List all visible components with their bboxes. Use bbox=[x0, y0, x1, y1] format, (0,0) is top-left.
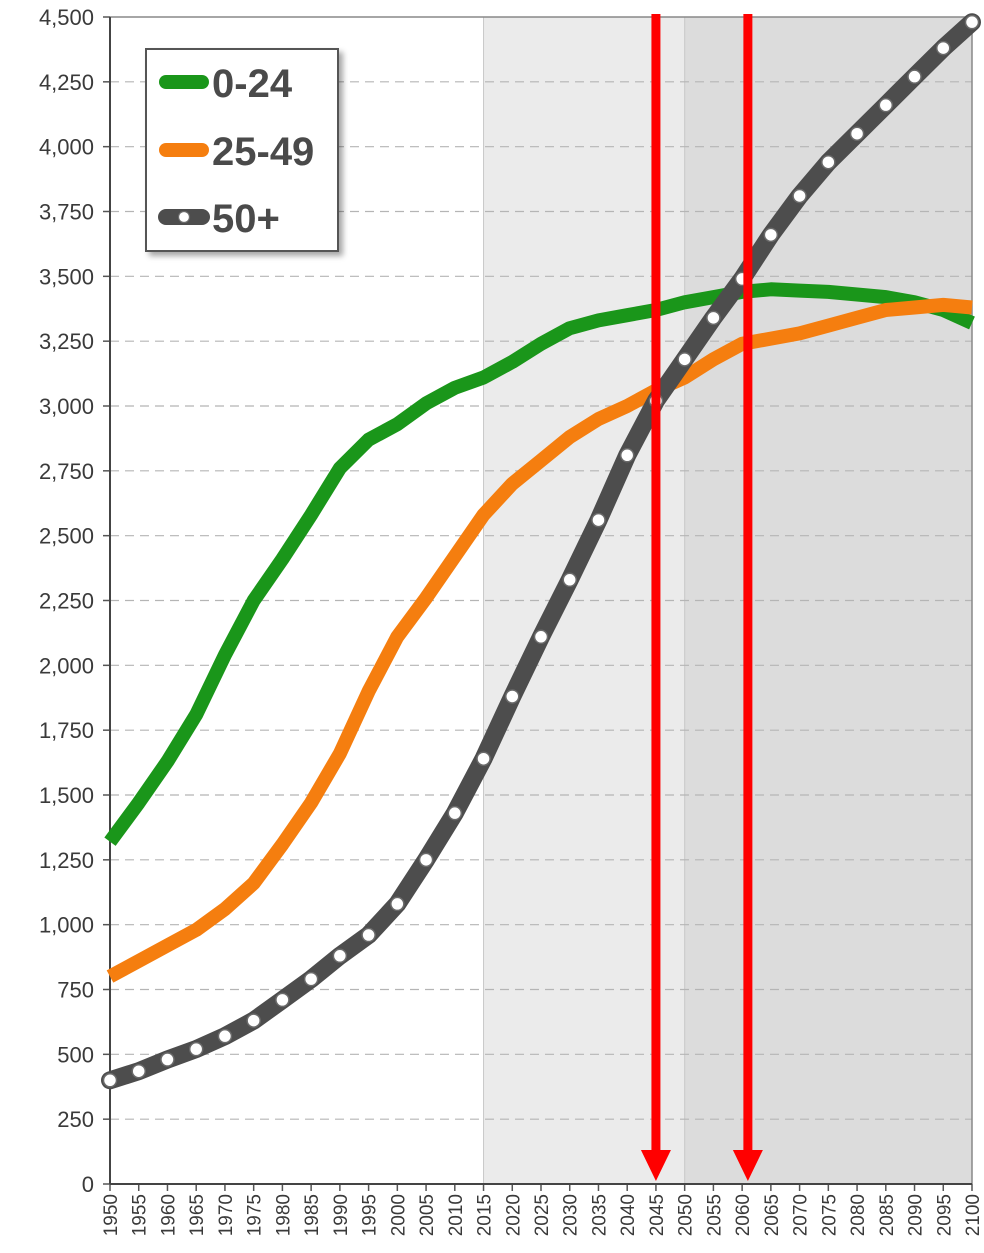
data-point-50-plus bbox=[849, 126, 865, 141]
y-tick-label: 3,500 bbox=[39, 264, 94, 289]
x-tick-label: 2020 bbox=[503, 1194, 524, 1236]
legend-label-0: 0-24 bbox=[212, 62, 293, 106]
data-point-50-plus bbox=[332, 948, 348, 964]
x-tick-label: 1995 bbox=[360, 1194, 381, 1236]
data-point-50-plus bbox=[505, 689, 520, 704]
x-tick-label: 2055 bbox=[704, 1194, 725, 1236]
y-tick-label: 3,250 bbox=[39, 329, 94, 354]
x-tick-label: 2085 bbox=[877, 1194, 898, 1236]
x-tick-label: 2100 bbox=[963, 1194, 984, 1236]
x-tick-label: 2075 bbox=[819, 1194, 840, 1236]
y-tick-label: 1,000 bbox=[39, 913, 94, 938]
y-tick-label: 0 bbox=[82, 1172, 94, 1197]
legend-label-2: 50+ bbox=[212, 197, 280, 241]
red-arrow-head-1 bbox=[732, 1150, 763, 1181]
data-point-50-plus bbox=[476, 751, 491, 766]
data-point-50-plus bbox=[160, 1052, 175, 1067]
x-tick-label: 2065 bbox=[762, 1194, 783, 1236]
series-line-25-49 bbox=[106, 297, 973, 983]
x-tick-label: 2000 bbox=[388, 1194, 409, 1236]
x-tick-label: 2045 bbox=[647, 1194, 668, 1236]
data-point-50-plus bbox=[591, 512, 606, 528]
x-tick-label: 2090 bbox=[906, 1194, 927, 1236]
x-tick-label: 1950 bbox=[101, 1194, 122, 1236]
legend-label-1: 25-49 bbox=[212, 130, 314, 174]
x-tick-label: 2035 bbox=[589, 1194, 610, 1236]
data-point-50-plus bbox=[303, 971, 319, 987]
data-point-50-plus bbox=[821, 154, 836, 170]
x-tick-label: 2010 bbox=[446, 1194, 467, 1236]
x-tick-label: 1955 bbox=[130, 1194, 151, 1236]
x-tick-label: 1965 bbox=[187, 1194, 208, 1236]
series-0-24 bbox=[104, 282, 975, 846]
x-tick-label: 2005 bbox=[417, 1194, 438, 1236]
series-lines bbox=[101, 13, 981, 1090]
x-tick-label: 2060 bbox=[733, 1194, 754, 1236]
data-point-50-plus bbox=[390, 896, 405, 912]
data-point-50-plus bbox=[763, 227, 779, 243]
data-point-50-plus bbox=[677, 352, 692, 367]
data-point-50-plus bbox=[792, 188, 807, 204]
y-tick-label: 500 bbox=[57, 1042, 94, 1067]
data-point-50-plus bbox=[217, 1028, 233, 1044]
y-tick-label: 4,250 bbox=[39, 70, 94, 95]
data-point-50-plus bbox=[246, 1013, 261, 1028]
x-tick-label: 1975 bbox=[245, 1194, 266, 1236]
x-tick-label: 2070 bbox=[791, 1194, 812, 1236]
data-point-50-plus bbox=[964, 14, 980, 30]
data-point-50-plus bbox=[447, 805, 463, 821]
series-50+ bbox=[101, 13, 981, 1090]
y-tick-label: 2,250 bbox=[39, 589, 94, 614]
data-point-50-plus bbox=[131, 1063, 146, 1079]
data-point-50-plus bbox=[361, 927, 376, 943]
x-tick-label: 1960 bbox=[158, 1194, 179, 1236]
x-tick-label: 1990 bbox=[331, 1194, 352, 1236]
axes: 0 250 500 750 1,000 1,250 1,500 1,750 2,000 2,250… bbox=[39, 5, 984, 1236]
x-tick-label: 2030 bbox=[561, 1194, 582, 1236]
x-tick-label: 1970 bbox=[216, 1194, 237, 1236]
y-tick-label: 1,250 bbox=[39, 848, 94, 873]
data-point-50-plus bbox=[706, 310, 721, 326]
y-tick-label: 250 bbox=[57, 1107, 94, 1132]
data-point-50-plus bbox=[102, 1073, 118, 1088]
vertical-markers bbox=[640, 14, 763, 1181]
x-tick-label: 1980 bbox=[273, 1194, 294, 1236]
y-tick-label: 750 bbox=[57, 978, 94, 1003]
x-tick-label: 2040 bbox=[618, 1194, 639, 1236]
x-tick-label: 2080 bbox=[848, 1194, 869, 1236]
x-tick-label: 2015 bbox=[475, 1194, 496, 1236]
red-arrow-head-0 bbox=[640, 1150, 671, 1181]
x-tick-label: 2095 bbox=[934, 1194, 955, 1236]
x-tick-label: 1985 bbox=[302, 1194, 323, 1236]
y-tick-label: 2,500 bbox=[39, 524, 94, 549]
y-tick-label: 3,000 bbox=[39, 394, 94, 419]
y-tick-label: 1,750 bbox=[39, 718, 94, 743]
data-point-50-plus bbox=[878, 97, 894, 113]
data-point-50-plus bbox=[533, 629, 549, 645]
x-tick-label: 2025 bbox=[532, 1194, 553, 1236]
x-tick-label: 2050 bbox=[676, 1194, 697, 1236]
y-tick-label: 1,500 bbox=[39, 783, 94, 808]
y-tick-label: 2,000 bbox=[39, 653, 94, 678]
legend-swatch-marker-2 bbox=[177, 210, 191, 224]
legend: 0-24 25-49 50+ bbox=[145, 48, 339, 252]
data-point-50-plus bbox=[418, 852, 434, 868]
data-point-50-plus bbox=[936, 40, 951, 56]
y-tick-label: 2,750 bbox=[39, 459, 94, 484]
y-tick-label: 4,000 bbox=[39, 135, 94, 160]
data-point-50-plus bbox=[562, 572, 577, 588]
data-point-50-plus bbox=[619, 448, 635, 463]
y-tick-label: 4,500 bbox=[39, 5, 94, 30]
series-line-0-24 bbox=[104, 282, 975, 846]
y-tick-label: 3,750 bbox=[39, 200, 94, 225]
data-point-50-plus bbox=[188, 1041, 204, 1057]
series-25-49 bbox=[106, 297, 973, 983]
data-point-50-plus bbox=[275, 992, 290, 1008]
data-point-50-plus bbox=[907, 69, 922, 84]
